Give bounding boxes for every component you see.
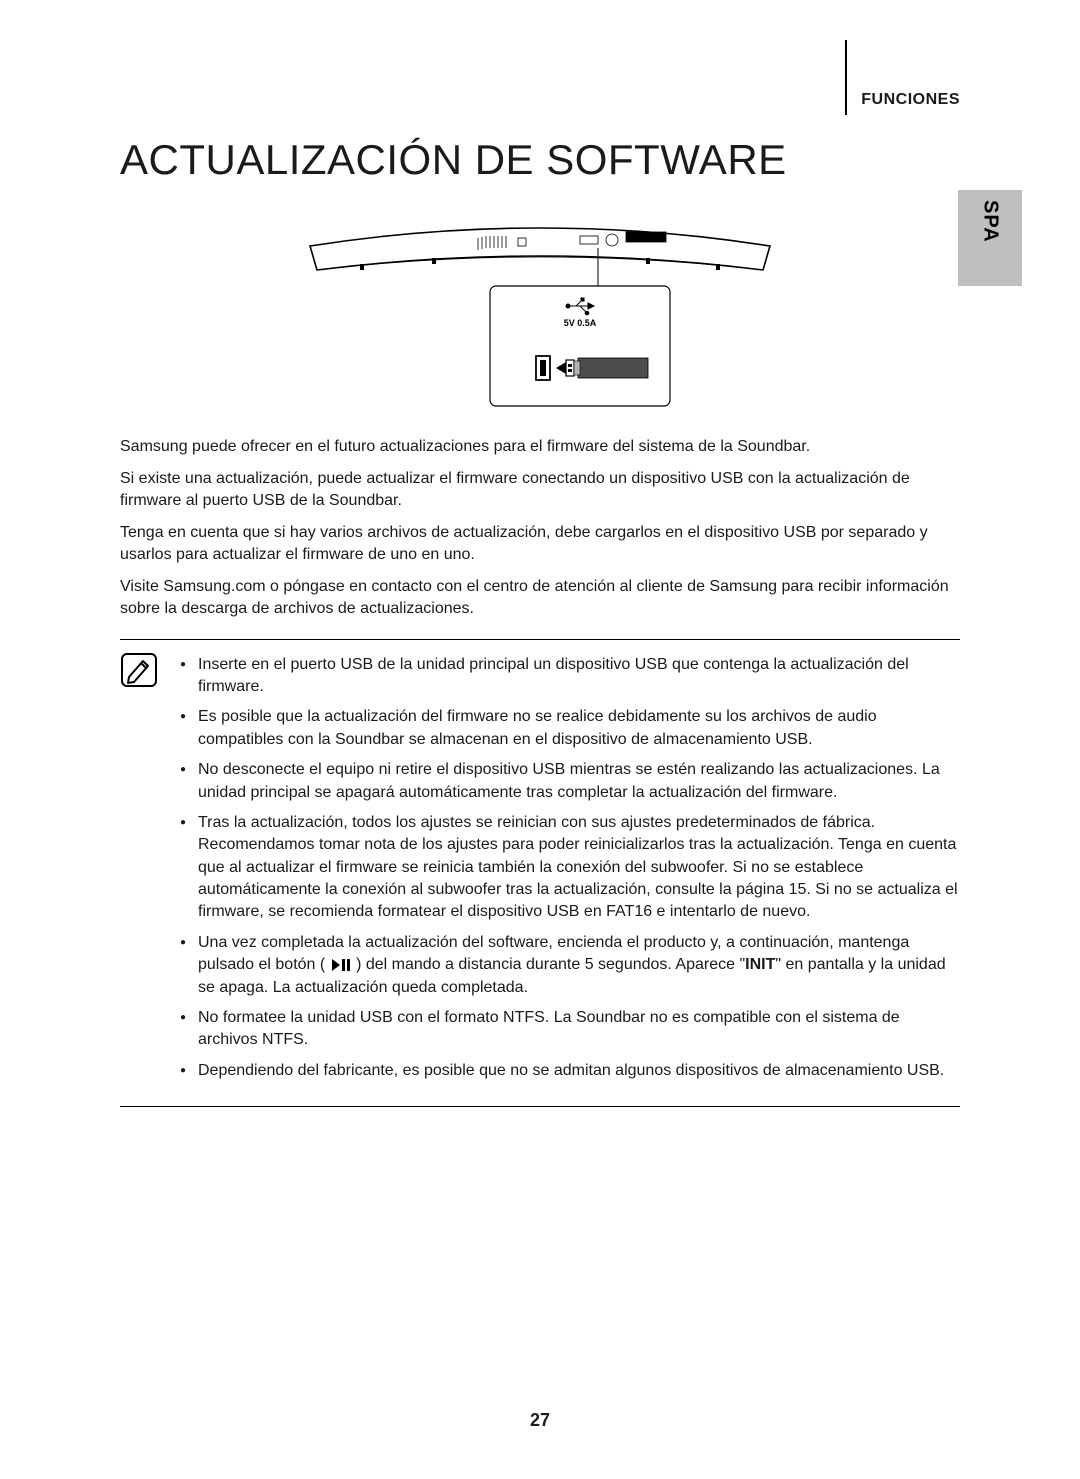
- section-header: FUNCIONES: [845, 40, 960, 115]
- page-title: ACTUALIZACIÓN DE SOFTWARE: [120, 136, 960, 184]
- intro-p1: Samsung puede ofrecer en el futuro actua…: [120, 436, 960, 458]
- note5-post: ) del mando a distancia durante 5 segund…: [352, 956, 746, 973]
- list-item: No desconecte el equipo ni retire el dis…: [180, 759, 960, 804]
- list-item: Tras la actualización, todos los ajustes…: [180, 812, 960, 924]
- play-pause-icon: [332, 959, 350, 971]
- list-item: Es posible que la actualización del firm…: [180, 706, 960, 751]
- note-block: Inserte en el puerto USB de la unidad pr…: [120, 639, 960, 1108]
- usb-port-label: 5V 0.5A: [564, 318, 597, 328]
- page: FUNCIONES SPA ACTUALIZACIÓN DE SOFTWARE: [0, 0, 1080, 1479]
- list-item: Inserte en el puerto USB de la unidad pr…: [180, 654, 960, 699]
- intro-p4: Visite Samsung.com o póngase en contacto…: [120, 576, 960, 620]
- intro-paragraphs: Samsung puede ofrecer en el futuro actua…: [120, 436, 960, 621]
- note5-init: INIT: [745, 956, 775, 973]
- list-item: Dependiendo del fabricante, es posible q…: [180, 1060, 960, 1082]
- language-tab: SPA: [958, 190, 1022, 286]
- intro-p2: Si existe una actualización, puede actua…: [120, 468, 960, 512]
- soundbar-usb-diagram: 5V 0.5A: [300, 208, 780, 418]
- pencil-note-icon: [120, 652, 158, 688]
- list-item: Una vez completada la actualización del …: [180, 932, 960, 999]
- note-list: Inserte en el puerto USB de la unidad pr…: [180, 654, 960, 1083]
- section-label: FUNCIONES: [861, 91, 960, 109]
- list-item: No formatee la unidad USB con el formato…: [180, 1007, 960, 1052]
- page-number: 27: [0, 1410, 1080, 1431]
- language-tab-label: SPA: [979, 200, 1002, 243]
- intro-p3: Tenga en cuenta que si hay varios archiv…: [120, 522, 960, 566]
